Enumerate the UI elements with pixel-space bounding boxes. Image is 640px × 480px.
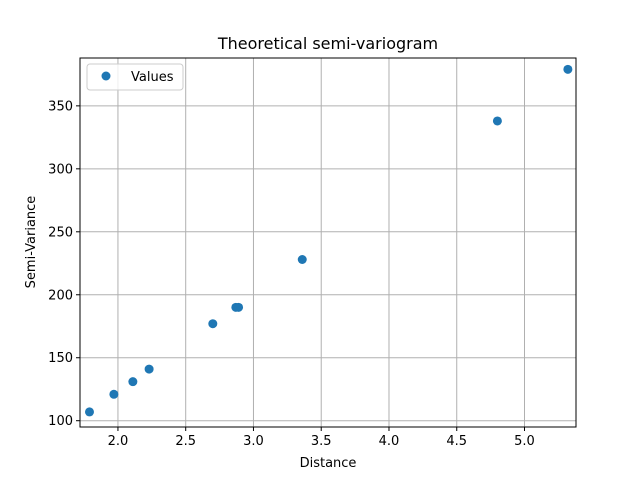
data-point bbox=[297, 255, 307, 265]
y-tick-label: 200 bbox=[48, 288, 73, 303]
data-points bbox=[84, 64, 573, 417]
data-point bbox=[492, 116, 502, 126]
data-point bbox=[144, 364, 154, 374]
data-point bbox=[109, 389, 119, 399]
plot-frame bbox=[79, 57, 577, 428]
legend-label: Values bbox=[131, 70, 174, 85]
x-axis-ticks: 2.0 2.5 3.0 3.5 4.0 4.5 5.0 bbox=[108, 427, 535, 449]
x-tick-label: 4.5 bbox=[446, 434, 467, 449]
data-point bbox=[128, 377, 138, 387]
y-tick-label: 300 bbox=[48, 162, 73, 177]
x-tick-label: 2.0 bbox=[108, 434, 129, 449]
y-axis-ticks: 100 150 200 250 300 350 bbox=[48, 99, 80, 429]
x-tick-label: 5.0 bbox=[514, 434, 535, 449]
data-point bbox=[208, 319, 218, 329]
chart-title: Theoretical semi-variogram bbox=[217, 34, 438, 53]
legend-marker bbox=[101, 71, 111, 81]
data-point bbox=[234, 302, 244, 312]
data-point bbox=[563, 64, 573, 74]
legend: Values bbox=[86, 63, 184, 91]
x-axis-label: Distance bbox=[300, 456, 357, 471]
x-tick-label: 3.5 bbox=[311, 434, 332, 449]
x-tick-label: 2.5 bbox=[175, 434, 196, 449]
x-tick-label: 3.0 bbox=[243, 434, 264, 449]
grid-lines bbox=[80, 58, 576, 427]
legend-box bbox=[86, 63, 184, 91]
y-tick-label: 150 bbox=[48, 351, 73, 366]
y-tick-label: 250 bbox=[48, 225, 73, 240]
y-tick-label: 350 bbox=[48, 99, 73, 114]
data-point bbox=[84, 407, 94, 417]
x-tick-label: 4.0 bbox=[379, 434, 400, 449]
y-tick-label: 100 bbox=[48, 414, 73, 429]
y-axis-label: Semi-Variance bbox=[24, 196, 39, 289]
